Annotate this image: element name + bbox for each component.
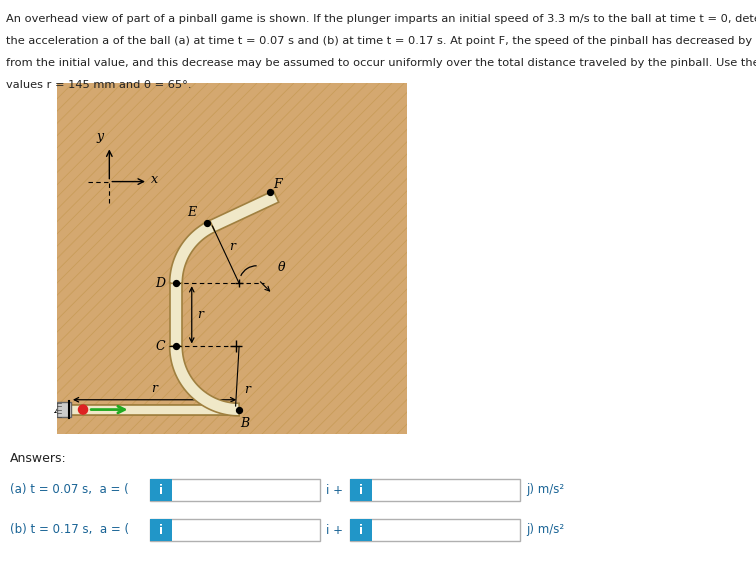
Text: An overhead view of part of a pinball game is shown. If the plunger imparts an i: An overhead view of part of a pinball ga…	[6, 14, 756, 24]
Text: i: i	[159, 523, 163, 536]
Polygon shape	[57, 405, 239, 415]
Text: r: r	[244, 206, 250, 219]
Point	[233, 405, 245, 414]
Bar	[350, 519, 372, 541]
Text: values r = 145 mm and θ = 65°.: values r = 145 mm and θ = 65°.	[6, 80, 191, 90]
Text: B: B	[240, 416, 249, 430]
Polygon shape	[169, 346, 239, 416]
Text: r: r	[244, 384, 250, 396]
Text: i: i	[159, 484, 163, 496]
Polygon shape	[57, 405, 239, 415]
Text: i: i	[359, 523, 363, 536]
Point	[201, 218, 213, 227]
Bar	[57, 402, 71, 417]
Text: E: E	[187, 206, 197, 219]
Text: j) m/s²: j) m/s²	[526, 523, 564, 536]
Text: C: C	[156, 340, 166, 353]
Text: F: F	[274, 178, 282, 191]
Bar	[350, 479, 520, 501]
Text: y: y	[97, 130, 104, 143]
Text: j) m/s²: j) m/s²	[526, 484, 564, 496]
Polygon shape	[209, 191, 279, 232]
Polygon shape	[169, 283, 182, 346]
Text: Answers:: Answers:	[10, 452, 67, 465]
Bar	[350, 479, 372, 501]
Bar	[150, 479, 172, 501]
Bar	[150, 519, 320, 541]
Polygon shape	[169, 220, 215, 283]
Text: x: x	[151, 173, 159, 186]
Text: A: A	[55, 403, 65, 416]
Text: i +: i +	[326, 484, 343, 496]
Text: r: r	[229, 240, 235, 253]
Text: i: i	[359, 484, 363, 496]
Text: r: r	[197, 308, 203, 321]
Bar	[150, 479, 320, 501]
Text: i +: i +	[326, 523, 343, 536]
Point	[170, 279, 182, 288]
Bar	[350, 519, 520, 541]
Point	[170, 342, 182, 351]
Text: θ: θ	[277, 261, 285, 274]
Text: (b) t = 0.17 s,  a = (: (b) t = 0.17 s, a = (	[10, 523, 129, 536]
Text: from the initial value, and this decrease may be assumed to occur uniformly over: from the initial value, and this decreas…	[6, 58, 756, 68]
Text: (a) t = 0.07 s,  a = (: (a) t = 0.07 s, a = (	[10, 484, 129, 496]
Text: r: r	[151, 382, 157, 395]
Point	[264, 188, 276, 197]
Bar	[150, 519, 172, 541]
Text: D: D	[156, 277, 166, 290]
Circle shape	[79, 405, 88, 414]
Text: the acceleration a of the ball (a) at time t = 0.07 s and (b) at time t = 0.17 s: the acceleration a of the ball (a) at ti…	[6, 36, 756, 46]
